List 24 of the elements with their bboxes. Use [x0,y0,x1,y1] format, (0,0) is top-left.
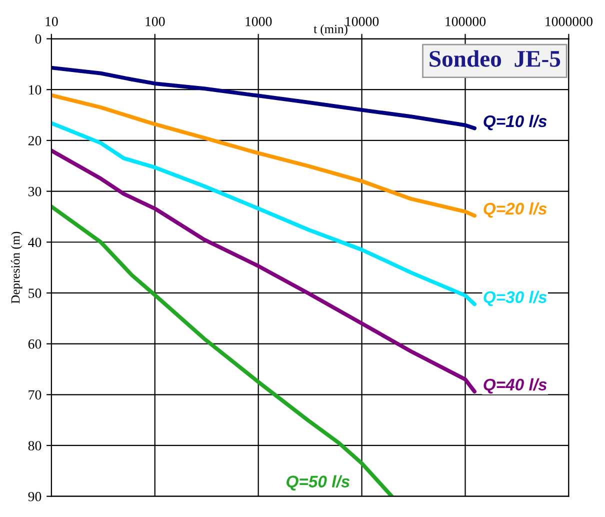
x-axis-title: t (min) [314,24,348,36]
series-label: Q=40 l/s [484,378,547,394]
y-axis-title: Depresión (m) [10,232,22,304]
x-tick-label: 1000000 [546,16,592,26]
series-label: Q=10 l/s [484,114,547,130]
x-tick-label: 1000 [246,16,272,26]
series-label: Q=50 l/s [286,475,350,491]
y-tick-label: 60 [28,339,42,349]
x-tick-label: 10 [46,16,58,26]
y-tick-label: 40 [28,238,42,248]
y-tick-label: 0 [35,34,42,44]
chart-title: Sondeo JE-5 [430,50,560,67]
y-tick-label: 90 [28,492,42,502]
x-tick-label: 100000 [446,16,486,26]
y-tick-label: 80 [28,441,42,450]
y-tick-label: 20 [28,136,42,146]
x-tick-label: 100 [146,16,165,26]
y-tick-label: 50 [28,288,42,298]
y-tick-label: 70 [28,390,42,400]
x-tick-label: 10000 [346,16,379,26]
series-label: Q=30 l/s [484,290,547,306]
y-tick-label: 10 [29,85,42,95]
y-tick-label: 30 [28,186,42,196]
series-label: Q=20 l/s [484,202,547,218]
